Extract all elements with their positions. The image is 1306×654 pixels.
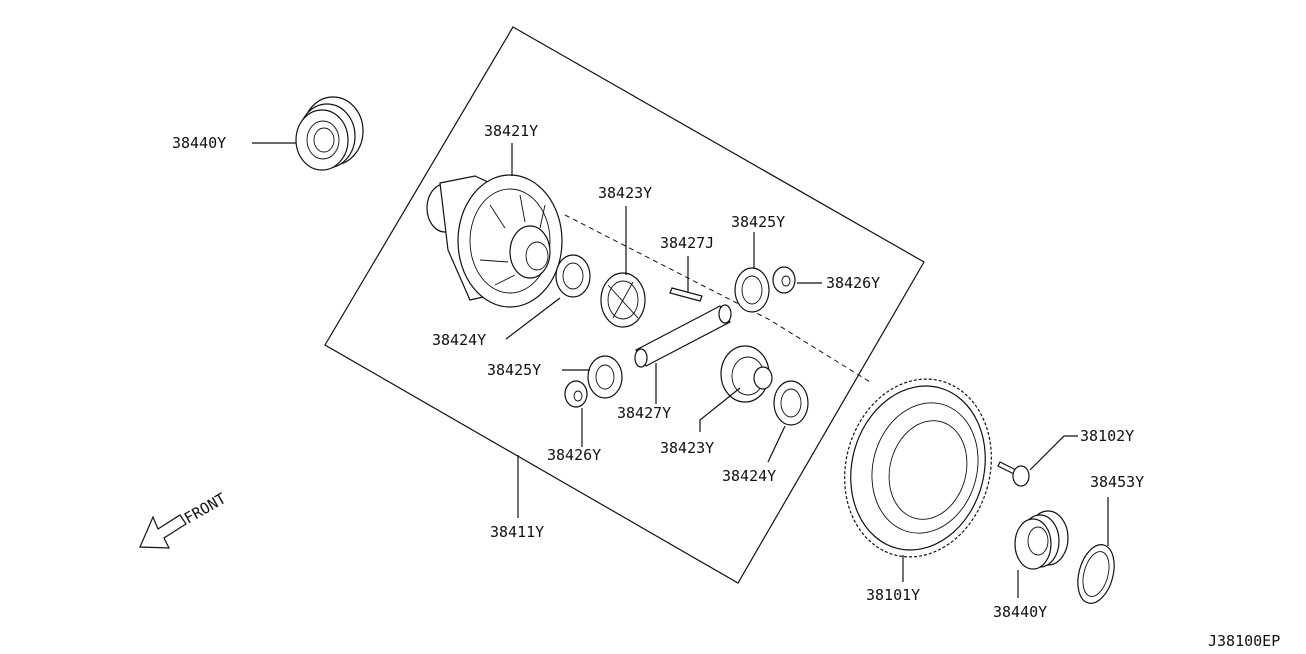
part-label-38421y[interactable]: 38421Y	[484, 122, 538, 140]
pinion-gear-top[interactable]	[600, 272, 646, 328]
part-label-38427y[interactable]: 38427Y	[617, 404, 671, 422]
leader-38424y-left	[505, 297, 561, 340]
part-label-38101y[interactable]: 38101Y	[866, 586, 920, 604]
bearing-left[interactable]	[295, 96, 364, 171]
ring-gear-bolt[interactable]	[997, 461, 1030, 487]
lock-pin[interactable]	[669, 287, 703, 302]
part-label-38427j[interactable]: 38427J	[660, 234, 714, 252]
thrust-washer-top-right[interactable]	[772, 266, 796, 294]
pinion-shaft[interactable]	[634, 304, 732, 368]
differential-case[interactable]	[426, 174, 563, 308]
thrust-washer-bottom-left[interactable]	[564, 380, 588, 408]
side-gear-bottom[interactable]	[587, 355, 623, 399]
part-label-38426y-bottom[interactable]: 38426Y	[547, 446, 601, 464]
part-label-38440y-right[interactable]: 38440Y	[993, 603, 1047, 621]
bearing-right[interactable]	[1014, 510, 1069, 570]
assembly-boundary	[324, 26, 925, 584]
leader-38424y-bottom	[767, 425, 786, 463]
leader-38102y	[1029, 435, 1078, 471]
front-arrow-icon	[139, 514, 187, 549]
part-label-38102y[interactable]: 38102Y	[1080, 427, 1134, 445]
pinion-gear-bottom[interactable]	[720, 345, 773, 403]
side-gear-top[interactable]	[734, 267, 770, 313]
part-label-38453y[interactable]: 38453Y	[1090, 473, 1144, 491]
part-label-38425y-bottom[interactable]: 38425Y	[487, 361, 541, 379]
thrust-washer-bottom[interactable]	[773, 380, 809, 426]
part-label-38440y-left[interactable]: 38440Y	[172, 134, 226, 152]
part-label-38426y-top[interactable]: 38426Y	[826, 274, 880, 292]
part-label-38424y-bottom[interactable]: 38424Y	[722, 467, 776, 485]
part-label-38411y[interactable]: 38411Y	[490, 523, 544, 541]
drawing-code: J38100EP	[1208, 632, 1280, 650]
assembly-centerline	[564, 214, 871, 383]
part-label-38425y-top[interactable]: 38425Y	[731, 213, 785, 231]
part-label-38423y-bottom[interactable]: 38423Y	[660, 439, 714, 457]
part-label-38423y-top[interactable]: 38423Y	[598, 184, 652, 202]
shim[interactable]	[1072, 541, 1120, 608]
front-label: FRONT	[181, 489, 229, 527]
thrust-washer-left[interactable]	[555, 254, 591, 298]
leader-38423y-bottom	[699, 387, 741, 432]
ring-gear[interactable]	[825, 362, 1011, 573]
part-label-38424y-left[interactable]: 38424Y	[432, 331, 486, 349]
